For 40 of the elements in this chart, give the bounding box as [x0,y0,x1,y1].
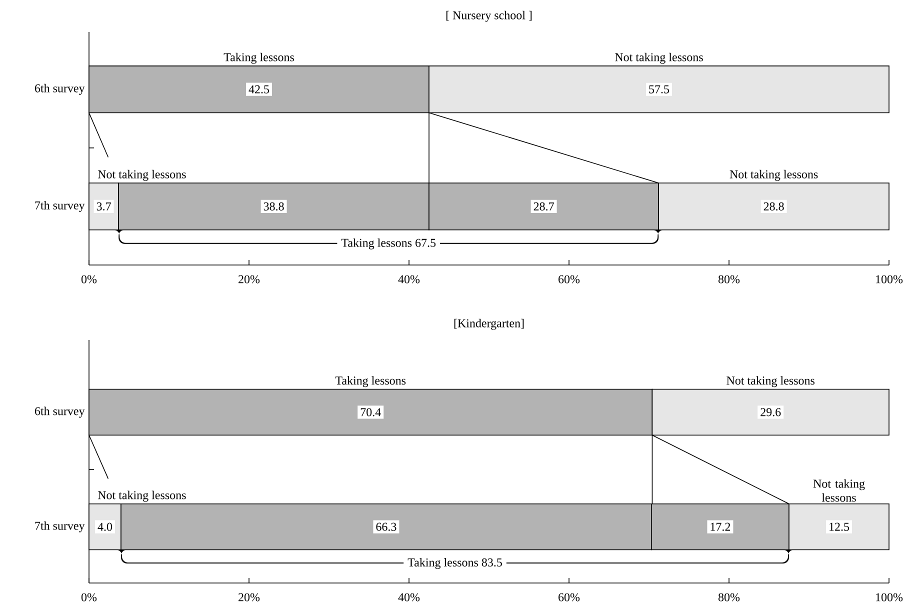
annotation: Taking lessons 67.5 [341,238,436,250]
data-label: 4.0 [98,522,112,531]
x-tick-label: 100% [876,275,903,284]
annotation: Taking lessons 83.5 [408,558,502,569]
data-label: 57.5 [649,85,670,94]
x-tick-label: 20% [238,593,260,602]
annotation: Not taking lessons [813,479,865,502]
x-tick-label: 0% [81,593,97,602]
data-label: 17.2 [710,522,730,531]
annotation: Not taking lessons [730,170,818,181]
annotation: Not taking lessons [726,376,814,388]
data-label: 38.8 [264,202,284,211]
data-label: 28.7 [534,202,554,211]
y-tick-label: 7th survey [35,521,85,532]
data-label: 29.6 [760,408,781,416]
data-label: 70.4 [360,408,381,416]
x-tick-label: 80% [718,593,740,602]
x-tick-label: 40% [398,593,420,602]
x-tick-label: 0% [81,275,97,284]
x-tick-label: 60% [558,593,580,602]
y-tick-label: 6th survey [34,84,85,95]
annotation: Taking lessons [224,52,294,64]
x-tick-label: 100% [876,593,903,602]
annotation: Not taking lessons [98,490,186,502]
data-label: 28.8 [764,202,784,211]
chart-title: [ Nursery school ] [446,10,532,22]
x-tick-label: 80% [718,275,740,284]
data-label: 66.3 [376,522,396,531]
annotation: Not taking lessons [615,52,703,64]
x-tick-label: 20% [238,275,260,284]
chart-title: [Kindergarten] [454,318,524,330]
annotation: Taking lessons [335,376,406,388]
annotation: Not taking lessons [98,170,186,181]
data-label: 12.5 [830,522,850,531]
y-tick-label: 7th survey [35,200,85,212]
data-label: 42.5 [248,85,270,94]
data-label: 3.7 [96,202,111,211]
y-tick-label: 6th survey [34,406,85,418]
x-tick-label: 40% [398,275,420,284]
x-tick-label: 60% [558,275,580,284]
